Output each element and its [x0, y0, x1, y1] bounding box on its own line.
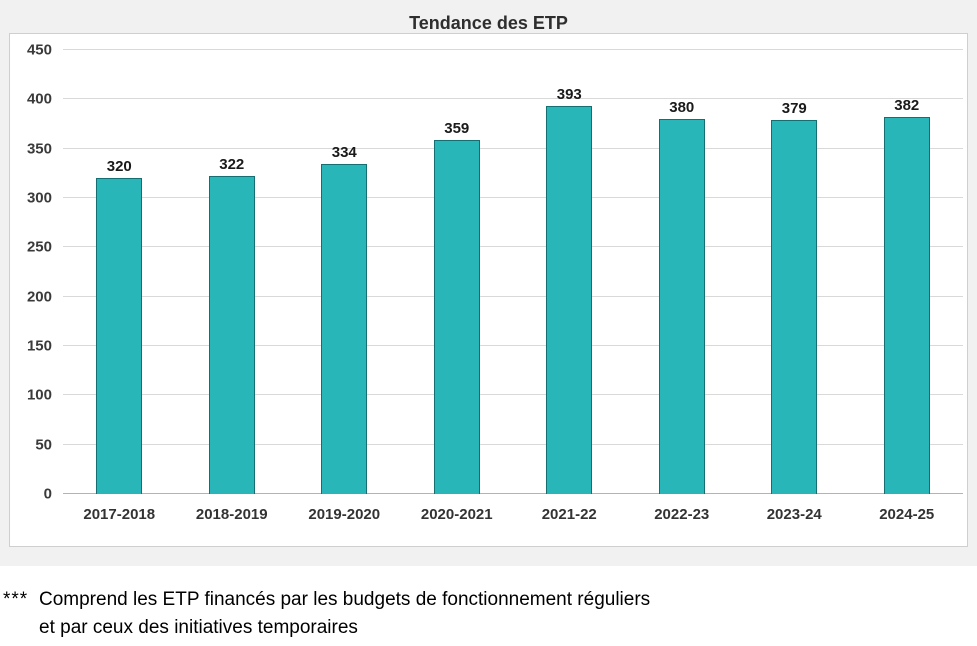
- footnote-line-1: Comprend les ETP financés par les budget…: [39, 589, 651, 610]
- gridline: [63, 493, 963, 494]
- y-tick-label: 150: [26, 337, 52, 355]
- bar-group: 379: [738, 50, 851, 494]
- bar-value-label: 322: [219, 156, 245, 174]
- bar-group: 393: [513, 50, 626, 494]
- footnote-text: Comprend les ETP financés par les budget…: [39, 586, 967, 641]
- bar: [433, 139, 480, 494]
- x-tick-label: 2017-2018: [83, 506, 156, 523]
- x-axis-labels: 2017-2018 2018-2019 2019-2020 2020-2021 2021…: [63, 494, 963, 523]
- bar-group: 359: [401, 50, 514, 494]
- x-tick-label: 2021-22: [541, 506, 597, 523]
- gridline: [63, 246, 963, 248]
- bar: [321, 164, 368, 494]
- gridline: [63, 295, 963, 297]
- plot-area: 320 322 334 359 393 380 379 382: [63, 49, 963, 494]
- bar: [546, 106, 593, 494]
- bar-group: 320: [63, 50, 176, 494]
- bar-value-label: 380: [669, 99, 695, 117]
- gridline: [63, 394, 963, 396]
- y-tick-label: 350: [26, 140, 52, 158]
- y-tick-label: 50: [35, 436, 52, 454]
- bar-value-label: 379: [781, 100, 807, 118]
- bars-container: 320 322 334 359 393 380 379 382: [63, 50, 963, 494]
- bar-value-label: 359: [444, 119, 470, 137]
- gridline: [63, 98, 963, 100]
- gridline: [63, 443, 963, 445]
- y-tick-label: 250: [26, 238, 52, 256]
- gridline: [63, 147, 963, 149]
- bar-value-label: 320: [106, 158, 132, 176]
- bar-group: 322: [176, 50, 289, 494]
- bar: [771, 120, 818, 494]
- bar-value-label: 393: [556, 86, 582, 104]
- footnote: *** Comprend les ETP financés par les bu…: [0, 566, 977, 641]
- footnote-marker: ***: [3, 589, 29, 610]
- gridline: [63, 49, 963, 50]
- plot-inner: 0 50 100 150 200 250 300 350 400 450 320 322 334 359…: [16, 43, 963, 502]
- bar-group: 380: [626, 50, 739, 494]
- y-tick-label: 400: [26, 90, 52, 108]
- y-tick-label: 300: [26, 189, 52, 207]
- x-tick-label: 2022-23: [654, 506, 710, 523]
- gridline: [63, 197, 963, 199]
- x-tick-label: 2023-24: [766, 506, 822, 523]
- y-axis-labels: 0 50 100 150 200 250 300 350 400 450: [16, 43, 56, 502]
- x-tick-label: 2018-2019: [195, 506, 268, 523]
- y-tick-label: 200: [26, 288, 52, 306]
- plot-box: 0 50 100 150 200 250 300 350 400 450 320 322 334 359…: [9, 33, 968, 547]
- gridline: [63, 345, 963, 347]
- bar-value-label: 382: [894, 97, 920, 115]
- x-tick-label: 2019-2020: [308, 506, 381, 523]
- bar: [883, 117, 930, 494]
- x-tick-label: 2024-25: [879, 506, 935, 523]
- bar-group: 334: [288, 50, 401, 494]
- etp-trend-chart: Tendance des ETP 0 50 100 150 200 250 300 350 40…: [0, 0, 977, 566]
- bar: [96, 178, 143, 494]
- bar: [658, 119, 705, 494]
- bar-value-label: 334: [331, 144, 357, 162]
- y-tick-label: 450: [26, 41, 52, 59]
- bar-group: 382: [851, 50, 964, 494]
- x-tick-label: 2020-2021: [420, 506, 493, 523]
- footnote-line-2: et par ceux des initiatives temporaires: [39, 616, 358, 638]
- bar: [208, 176, 255, 494]
- y-tick-label: 100: [26, 386, 52, 404]
- chart-title: Tendance des ETP: [409, 13, 568, 33]
- y-tick-label: 0: [43, 485, 52, 503]
